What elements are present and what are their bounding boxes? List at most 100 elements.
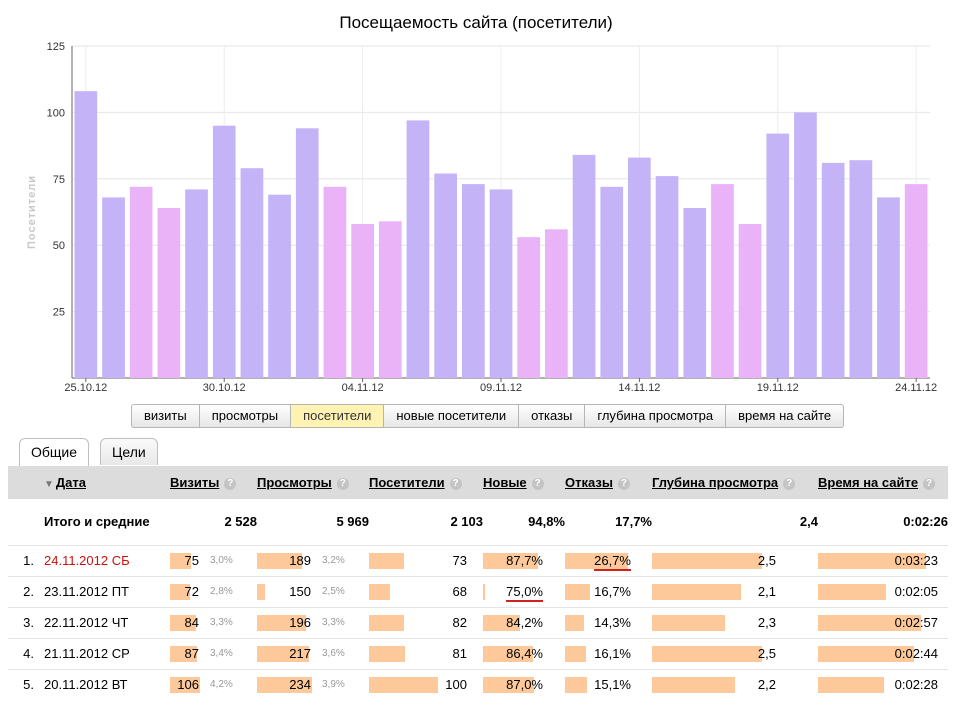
- header-date-link[interactable]: Дата: [55, 475, 86, 490]
- table-row: 4. 21.11.2012 СР 87 3,4% 217 3,6% 81 86,4% 16,1%…: [8, 638, 948, 669]
- help-icon[interactable]: ?: [531, 478, 544, 490]
- tab-1[interactable]: Цели: [100, 438, 158, 465]
- depth-fill: [652, 676, 735, 693]
- row-date-link[interactable]: 21.11.2012 СР: [44, 646, 130, 661]
- bar-05.11.12[interactable]: [378, 221, 402, 378]
- header-visitors[interactable]: Посетители?: [369, 466, 483, 499]
- visitors-bar: 73: [369, 552, 471, 569]
- metric-option-2[interactable]: посетители: [291, 405, 385, 427]
- bar-31.10.12[interactable]: [240, 168, 264, 378]
- header-views-link[interactable]: Просмотры: [257, 475, 332, 490]
- metric-option-5[interactable]: глубина просмотра: [585, 405, 727, 427]
- bar-27.10.12[interactable]: [129, 186, 153, 378]
- header-time[interactable]: Время на сайте?: [818, 466, 948, 499]
- row-date-link[interactable]: 24.11.2012 СБ: [44, 553, 130, 568]
- bounces-fill: [565, 645, 586, 662]
- y-tick-label: 75: [53, 174, 65, 186]
- row-date-link[interactable]: 23.11.2012 ПТ: [44, 584, 129, 599]
- help-icon[interactable]: ?: [224, 478, 237, 490]
- bar-17.11.12[interactable]: [711, 184, 734, 378]
- bar-28.10.12[interactable]: [157, 208, 181, 378]
- visitors-bar-chart: Посещаемость сайта (посетители) 25 50 75 10…: [26, 13, 937, 394]
- time-bar: 0:03:23: [818, 552, 942, 569]
- bar-25.10.12[interactable]: [74, 91, 98, 378]
- bar-21.11.12[interactable]: [821, 162, 845, 378]
- totals-views: 5 969: [336, 514, 369, 530]
- table-row: 5. 20.11.2012 ВТ 106 4,2% 234 3,9% 100 87,0% 15,…: [8, 669, 948, 700]
- row-date-link[interactable]: 22.11.2012 ЧТ: [44, 615, 129, 630]
- views-bar: 150 2,5%: [257, 583, 356, 600]
- help-icon[interactable]: ?: [617, 478, 630, 490]
- time-cell: 0:02:44: [818, 638, 948, 669]
- bar-29.10.12[interactable]: [185, 189, 208, 378]
- help-icon[interactable]: ?: [449, 478, 462, 490]
- header-time-link[interactable]: Время на сайте: [818, 475, 919, 490]
- header-views[interactable]: Просмотры?: [257, 466, 369, 499]
- metric-option-0[interactable]: визиты: [132, 405, 200, 427]
- bar-12.11.12[interactable]: [572, 154, 596, 378]
- header-depth-link[interactable]: Глубина просмотра: [652, 475, 779, 490]
- header-new[interactable]: Новые?: [483, 466, 565, 499]
- row-date-cell: 23.11.2012 ПТ: [44, 576, 170, 607]
- bar-16.11.12[interactable]: [683, 208, 707, 378]
- header-visits-link[interactable]: Визиты: [170, 475, 220, 490]
- row-date-link[interactable]: 20.11.2012 ВТ: [44, 677, 128, 693]
- bar-24.11.12[interactable]: [904, 184, 928, 378]
- bar-20.11.12[interactable]: [794, 112, 817, 379]
- tab-0[interactable]: Общие: [19, 438, 90, 468]
- views-share: 3,9%: [322, 678, 345, 690]
- header-new-link[interactable]: Новые: [483, 475, 527, 490]
- depth-value: 2,1: [757, 583, 776, 599]
- bar-15.11.12[interactable]: [655, 176, 679, 378]
- bar-26.10.12[interactable]: [102, 197, 125, 378]
- new-bar: 75,0%: [483, 583, 547, 602]
- help-icon[interactable]: ?: [783, 478, 796, 490]
- bar-18.11.12[interactable]: [738, 224, 762, 378]
- x-tick-label: 04.11.12: [342, 382, 384, 394]
- header-visitors-link[interactable]: Посетители: [369, 475, 445, 490]
- new-fill: [483, 645, 533, 662]
- bar-02.11.12[interactable]: [295, 128, 319, 378]
- metric-option-4[interactable]: отказы: [519, 405, 586, 427]
- bar-09.11.12[interactable]: [489, 189, 513, 378]
- bar-01.11.12[interactable]: [268, 194, 291, 378]
- new-cell: 87,7%: [483, 545, 565, 576]
- bar-10.11.12[interactable]: [517, 237, 540, 378]
- bar-22.11.12[interactable]: [849, 160, 873, 378]
- metric-option-6[interactable]: время на сайте: [738, 408, 832, 423]
- bar-13.11.12[interactable]: [600, 186, 624, 378]
- bar-08.11.12[interactable]: [462, 184, 485, 378]
- bar-07.11.12[interactable]: [434, 173, 457, 379]
- visits-bar: 84 3,3%: [170, 614, 244, 631]
- time-cell: 0:03:23: [818, 545, 948, 576]
- help-icon[interactable]: ?: [336, 478, 349, 490]
- bar-30.10.12[interactable]: [212, 125, 236, 378]
- visits-share: 3,4%: [210, 647, 233, 659]
- metric-option-1[interactable]: просмотры: [200, 405, 292, 427]
- header-date[interactable]: ▼ Дата: [44, 466, 170, 499]
- bar-11.11.12[interactable]: [545, 229, 568, 378]
- views-fill: [257, 614, 306, 631]
- time-value: 0:02:05: [894, 583, 938, 599]
- new-cell: 87,0%: [483, 669, 565, 700]
- header-bounces[interactable]: Отказы?: [565, 466, 652, 499]
- metric-option-3[interactable]: новые посетители: [384, 405, 520, 427]
- header-bounces-link[interactable]: Отказы: [565, 475, 613, 490]
- bar-23.11.12[interactable]: [877, 197, 900, 378]
- help-icon[interactable]: ?: [923, 478, 936, 490]
- y-axis-ticks: 25 50 75 100 125: [47, 41, 65, 319]
- new-value: 84,2%: [506, 614, 543, 630]
- header-depth[interactable]: Глубина просмотра?: [652, 466, 818, 499]
- bar-03.11.12[interactable]: [323, 186, 347, 378]
- header-visits[interactable]: Визиты?: [170, 466, 257, 499]
- y-tick-label: 50: [53, 240, 65, 252]
- bar-04.11.12[interactable]: [351, 224, 374, 378]
- bar-19.11.12[interactable]: [766, 133, 790, 378]
- views-bar: 196 3,3%: [257, 614, 356, 631]
- views-bar: 217 3,6%: [257, 645, 356, 662]
- row-index: 4.: [23, 646, 34, 661]
- header-index: [8, 466, 44, 499]
- bar-06.11.12[interactable]: [406, 120, 430, 379]
- y-axis-label: Посетители: [26, 175, 38, 249]
- bar-14.11.12[interactable]: [628, 157, 651, 378]
